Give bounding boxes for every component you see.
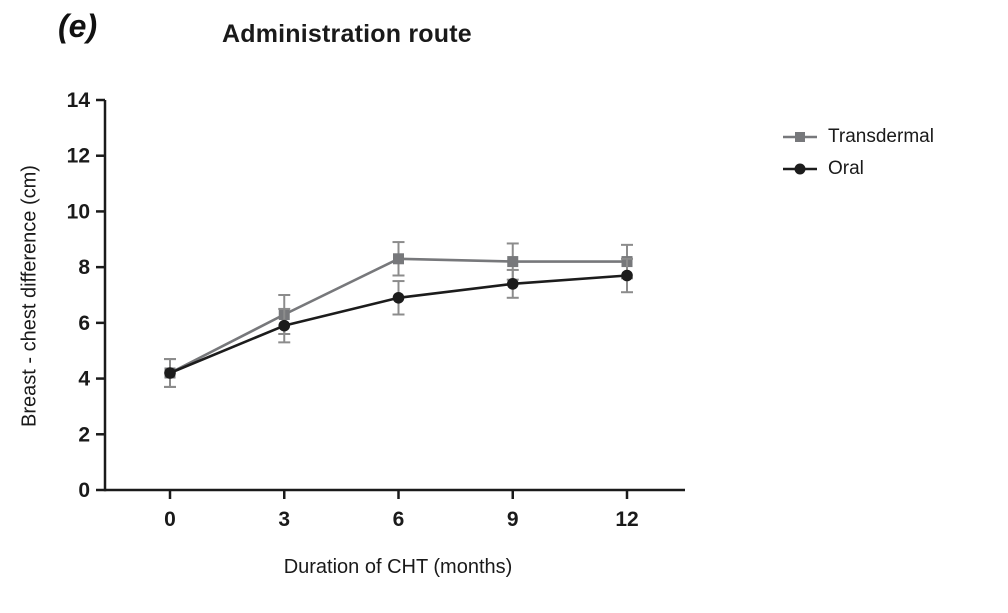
svg-text:9: 9 <box>507 508 519 531</box>
svg-text:8: 8 <box>78 256 90 279</box>
svg-text:0: 0 <box>78 479 90 502</box>
svg-text:0: 0 <box>164 508 176 531</box>
legend: Transdermal Oral <box>782 126 934 180</box>
oral-swatch-icon <box>783 163 817 175</box>
chart-title: Administration route <box>222 20 472 48</box>
legend-item-transdermal: Transdermal <box>782 126 934 148</box>
legend-item-oral: Oral <box>782 158 934 180</box>
y-axis-title: Breast - chest difference (cm) <box>18 165 41 427</box>
x-axis-title: Duration of CHT (months) <box>283 556 513 578</box>
svg-text:12: 12 <box>615 508 638 531</box>
transdermal-swatch-icon <box>783 132 817 142</box>
legend-label-transdermal: Transdermal <box>828 126 934 147</box>
svg-text:6: 6 <box>78 312 90 335</box>
svg-text:10: 10 <box>67 200 90 223</box>
legend-label-oral: Oral <box>828 158 864 179</box>
svg-text:12: 12 <box>67 145 90 168</box>
svg-text:4: 4 <box>78 368 90 391</box>
panel-label: (e) <box>58 8 98 44</box>
svg-text:3: 3 <box>278 508 290 531</box>
svg-text:14: 14 <box>67 89 91 112</box>
svg-text:2: 2 <box>78 423 90 446</box>
svg-text:6: 6 <box>393 508 405 531</box>
